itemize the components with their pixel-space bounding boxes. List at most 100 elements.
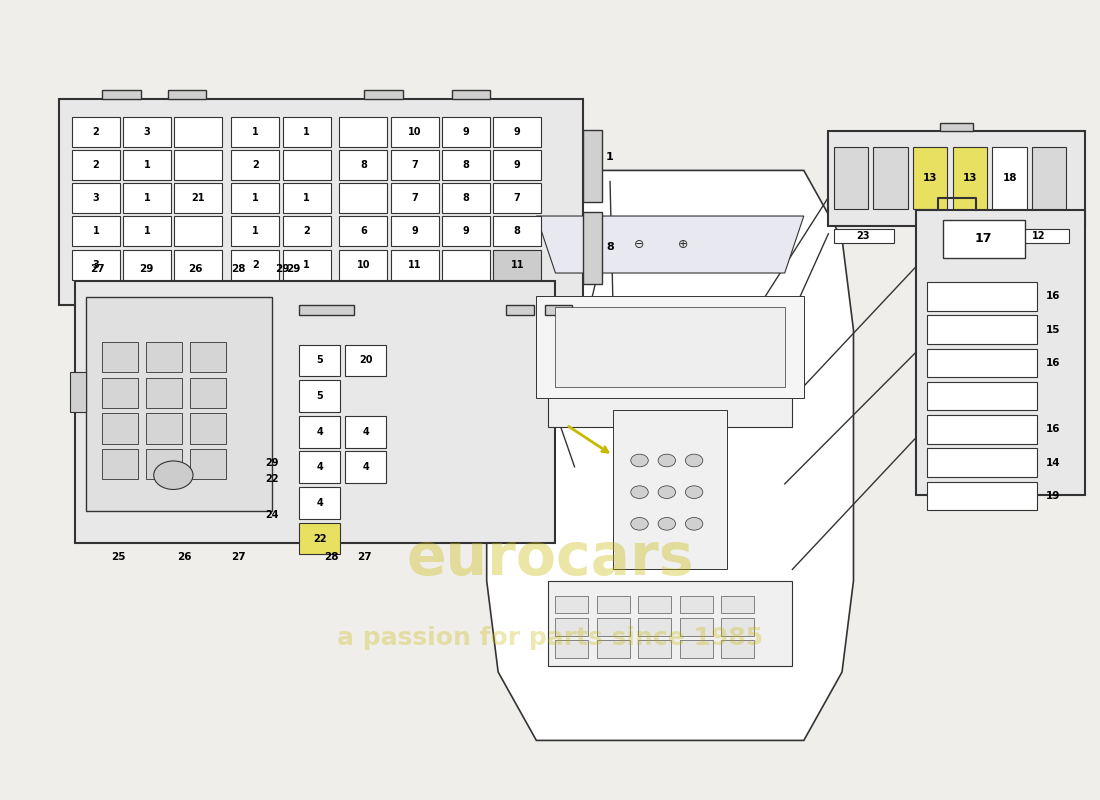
Bar (722, 596, 755, 614)
Bar (175, 150, 222, 180)
Text: 5: 5 (317, 391, 323, 401)
Bar (175, 216, 222, 246)
Text: 29: 29 (286, 264, 300, 274)
Bar (72, 117, 120, 146)
Bar (556, 618, 588, 635)
Text: 3: 3 (144, 126, 151, 137)
Text: 1: 1 (304, 260, 310, 270)
Bar (834, 147, 868, 210)
Bar (1032, 147, 1066, 210)
Bar (175, 117, 222, 146)
Bar (992, 147, 1026, 210)
Bar (442, 183, 490, 213)
Circle shape (685, 486, 703, 498)
Bar (123, 150, 172, 180)
Bar (299, 380, 340, 412)
Bar (597, 596, 629, 614)
Text: 1: 1 (144, 193, 151, 203)
Bar (390, 216, 439, 246)
Text: 29: 29 (265, 458, 278, 468)
Bar (339, 117, 387, 146)
Text: 16: 16 (1046, 358, 1060, 368)
Text: ⊖: ⊖ (635, 238, 645, 251)
Bar (123, 117, 172, 146)
Bar (299, 416, 340, 447)
Bar (339, 150, 387, 180)
Bar (86, 297, 272, 511)
Bar (299, 487, 340, 518)
Bar (493, 250, 541, 280)
Bar (834, 229, 894, 243)
Bar (390, 250, 439, 280)
Bar (231, 183, 279, 213)
Text: 22: 22 (265, 474, 278, 484)
Bar (283, 183, 331, 213)
Bar (299, 451, 340, 483)
Bar (146, 449, 183, 479)
Circle shape (154, 461, 192, 490)
Bar (102, 342, 139, 372)
Text: 19: 19 (1046, 490, 1060, 501)
Text: 1: 1 (252, 126, 258, 137)
Bar (548, 302, 792, 427)
Bar (913, 147, 947, 210)
Text: 23: 23 (857, 231, 870, 241)
Bar (556, 640, 588, 658)
Bar (442, 250, 490, 280)
Bar (344, 416, 386, 447)
Text: 28: 28 (324, 552, 339, 562)
Text: 27: 27 (89, 264, 104, 274)
Circle shape (685, 518, 703, 530)
Text: a passion for parts since 1985: a passion for parts since 1985 (337, 626, 763, 650)
Bar (638, 618, 671, 635)
Circle shape (685, 454, 703, 467)
Text: 15: 15 (1046, 325, 1060, 334)
Text: 3: 3 (92, 193, 99, 203)
Bar (175, 250, 222, 280)
Bar (926, 382, 1036, 410)
Bar (231, 250, 279, 280)
Bar (146, 342, 183, 372)
Circle shape (630, 454, 648, 467)
Text: 2: 2 (252, 160, 258, 170)
Bar (102, 90, 141, 99)
Bar (926, 415, 1036, 443)
Text: 7: 7 (411, 193, 418, 203)
Bar (873, 147, 908, 210)
Text: 28: 28 (232, 264, 246, 274)
Bar (75, 282, 556, 542)
Text: 8: 8 (606, 242, 614, 252)
Bar (189, 414, 226, 443)
Bar (344, 345, 386, 376)
Bar (123, 216, 172, 246)
Bar (680, 640, 713, 658)
Text: ⊕: ⊕ (678, 238, 689, 251)
Bar (926, 448, 1036, 477)
Text: 1: 1 (252, 193, 258, 203)
Bar (493, 216, 541, 246)
Bar (556, 307, 784, 387)
Bar (926, 315, 1036, 344)
Text: 9: 9 (514, 126, 520, 137)
Text: 20: 20 (359, 355, 372, 366)
Text: 17: 17 (975, 232, 992, 245)
Text: 4: 4 (317, 498, 323, 508)
Bar (1009, 229, 1068, 243)
Bar (943, 219, 1025, 258)
Bar (597, 618, 629, 635)
Text: 8: 8 (360, 160, 366, 170)
Bar (339, 250, 387, 280)
Text: 26: 26 (188, 264, 202, 274)
Text: 2: 2 (92, 160, 99, 170)
Text: 9: 9 (411, 226, 418, 236)
Bar (283, 150, 331, 180)
Bar (189, 342, 226, 372)
Polygon shape (537, 216, 804, 273)
Bar (544, 305, 572, 314)
Bar (189, 449, 226, 479)
Bar (390, 150, 439, 180)
Text: 1: 1 (606, 152, 614, 162)
Bar (597, 640, 629, 658)
Bar (926, 282, 1036, 310)
Bar (953, 147, 987, 210)
